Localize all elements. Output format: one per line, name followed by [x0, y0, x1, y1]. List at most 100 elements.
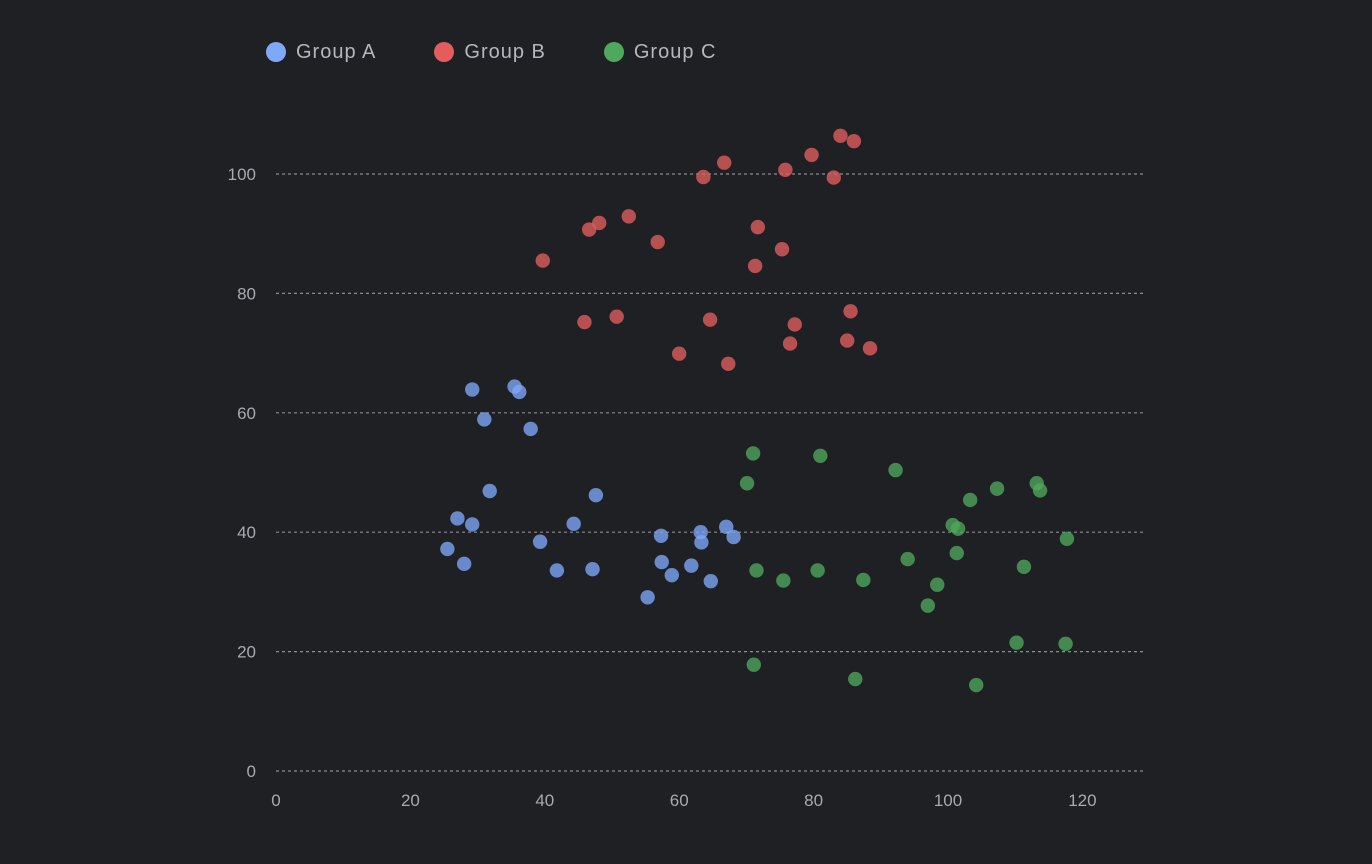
- data-point[interactable]: [776, 573, 791, 588]
- data-point[interactable]: [440, 541, 455, 557]
- data-point[interactable]: [746, 657, 761, 672]
- data-point[interactable]: [745, 446, 761, 461]
- x-tick-label: 60: [670, 791, 689, 810]
- data-point[interactable]: [450, 511, 465, 526]
- data-point[interactable]: [774, 242, 790, 257]
- data-point[interactable]: [969, 677, 984, 693]
- x-tick-label: 0: [271, 791, 280, 810]
- data-point[interactable]: [848, 671, 863, 687]
- y-tick-label: 100: [228, 165, 256, 184]
- y-tick-label: 40: [237, 523, 256, 542]
- data-point[interactable]: [804, 147, 819, 163]
- x-tick-label: 80: [804, 791, 823, 810]
- data-point[interactable]: [532, 534, 548, 549]
- legend-label-group-c: Group C: [633, 40, 717, 63]
- data-point[interactable]: [609, 309, 624, 324]
- legend-swatch-group-a: [266, 42, 286, 62]
- data-point[interactable]: [696, 169, 711, 185]
- data-point[interactable]: [566, 516, 581, 532]
- series-group-b: [535, 128, 878, 372]
- data-point[interactable]: [930, 577, 945, 592]
- grid-lines: [276, 173, 1144, 772]
- data-point[interactable]: [962, 492, 978, 508]
- data-point[interactable]: [640, 590, 655, 605]
- data-point[interactable]: [650, 234, 665, 250]
- data-point[interactable]: [621, 209, 636, 224]
- data-point[interactable]: [989, 481, 1005, 496]
- legend-swatch-group-b: [434, 42, 455, 62]
- data-point[interactable]: [750, 219, 766, 235]
- legend-label-group-b: Group B: [464, 40, 546, 63]
- x-tick-label: 100: [934, 791, 962, 810]
- chart-legend: Group A Group B Group C: [266, 38, 774, 66]
- data-point[interactable]: [702, 312, 718, 327]
- data-points: [440, 128, 1075, 693]
- data-point[interactable]: [456, 556, 472, 572]
- x-tick-label: 120: [1068, 791, 1096, 810]
- data-point[interactable]: [1032, 483, 1048, 498]
- data-point[interactable]: [703, 573, 718, 589]
- data-point[interactable]: [1059, 531, 1075, 546]
- data-point[interactable]: [833, 128, 848, 143]
- data-point[interactable]: [747, 258, 763, 274]
- data-point[interactable]: [664, 567, 680, 583]
- data-point[interactable]: [726, 529, 741, 545]
- data-point[interactable]: [523, 421, 538, 437]
- data-point[interactable]: [846, 133, 862, 149]
- data-point[interactable]: [949, 545, 964, 561]
- legend-item-group-b[interactable]: Group B: [434, 41, 545, 64]
- data-point[interactable]: [654, 554, 669, 570]
- data-point[interactable]: [810, 563, 825, 578]
- data-point[interactable]: [813, 448, 828, 463]
- data-point[interactable]: [719, 519, 734, 535]
- legend-item-group-c[interactable]: Group C: [603, 40, 717, 64]
- y-tick-label: 60: [237, 404, 256, 423]
- x-tick-label: 20: [401, 791, 420, 810]
- series-group-c: [739, 446, 1075, 693]
- data-point[interactable]: [856, 572, 871, 588]
- data-point[interactable]: [950, 521, 966, 536]
- data-point[interactable]: [535, 253, 550, 268]
- data-point[interactable]: [549, 563, 565, 578]
- data-point[interactable]: [592, 215, 607, 231]
- data-point[interactable]: [721, 356, 736, 372]
- data-point[interactable]: [843, 304, 858, 319]
- data-point[interactable]: [826, 170, 841, 185]
- y-tick-label: 20: [237, 643, 256, 662]
- data-point[interactable]: [739, 476, 755, 491]
- y-tick-label: 0: [247, 762, 256, 781]
- y-axis-ticks: 0 20 40 60 80 100: [228, 165, 256, 781]
- data-point[interactable]: [717, 155, 732, 170]
- data-point[interactable]: [482, 483, 497, 499]
- legend-item-group-a[interactable]: Group A: [266, 41, 376, 64]
- data-point[interactable]: [577, 314, 592, 330]
- data-point[interactable]: [465, 382, 480, 397]
- data-point[interactable]: [920, 598, 936, 613]
- legend-swatch-group-c: [603, 42, 624, 62]
- series-group-a: [440, 379, 741, 605]
- data-point[interactable]: [1058, 636, 1073, 652]
- data-point[interactable]: [672, 346, 687, 361]
- data-point[interactable]: [900, 551, 915, 567]
- data-point[interactable]: [694, 535, 709, 550]
- data-point[interactable]: [477, 412, 492, 427]
- data-point[interactable]: [653, 528, 669, 543]
- data-point[interactable]: [862, 341, 878, 356]
- data-point[interactable]: [684, 558, 699, 573]
- data-point[interactable]: [512, 384, 527, 400]
- data-point[interactable]: [465, 517, 480, 532]
- data-point[interactable]: [1016, 559, 1032, 575]
- data-point[interactable]: [749, 563, 764, 578]
- data-point[interactable]: [888, 462, 903, 478]
- data-point[interactable]: [840, 333, 855, 348]
- data-point[interactable]: [588, 487, 604, 503]
- data-point[interactable]: [782, 336, 798, 351]
- x-axis-ticks: 0 20 40 60 80 100 120: [271, 791, 1096, 810]
- data-point[interactable]: [778, 162, 793, 178]
- x-tick-label: 40: [535, 791, 554, 810]
- data-point[interactable]: [585, 562, 600, 577]
- data-point[interactable]: [787, 317, 802, 332]
- data-point[interactable]: [1009, 635, 1024, 650]
